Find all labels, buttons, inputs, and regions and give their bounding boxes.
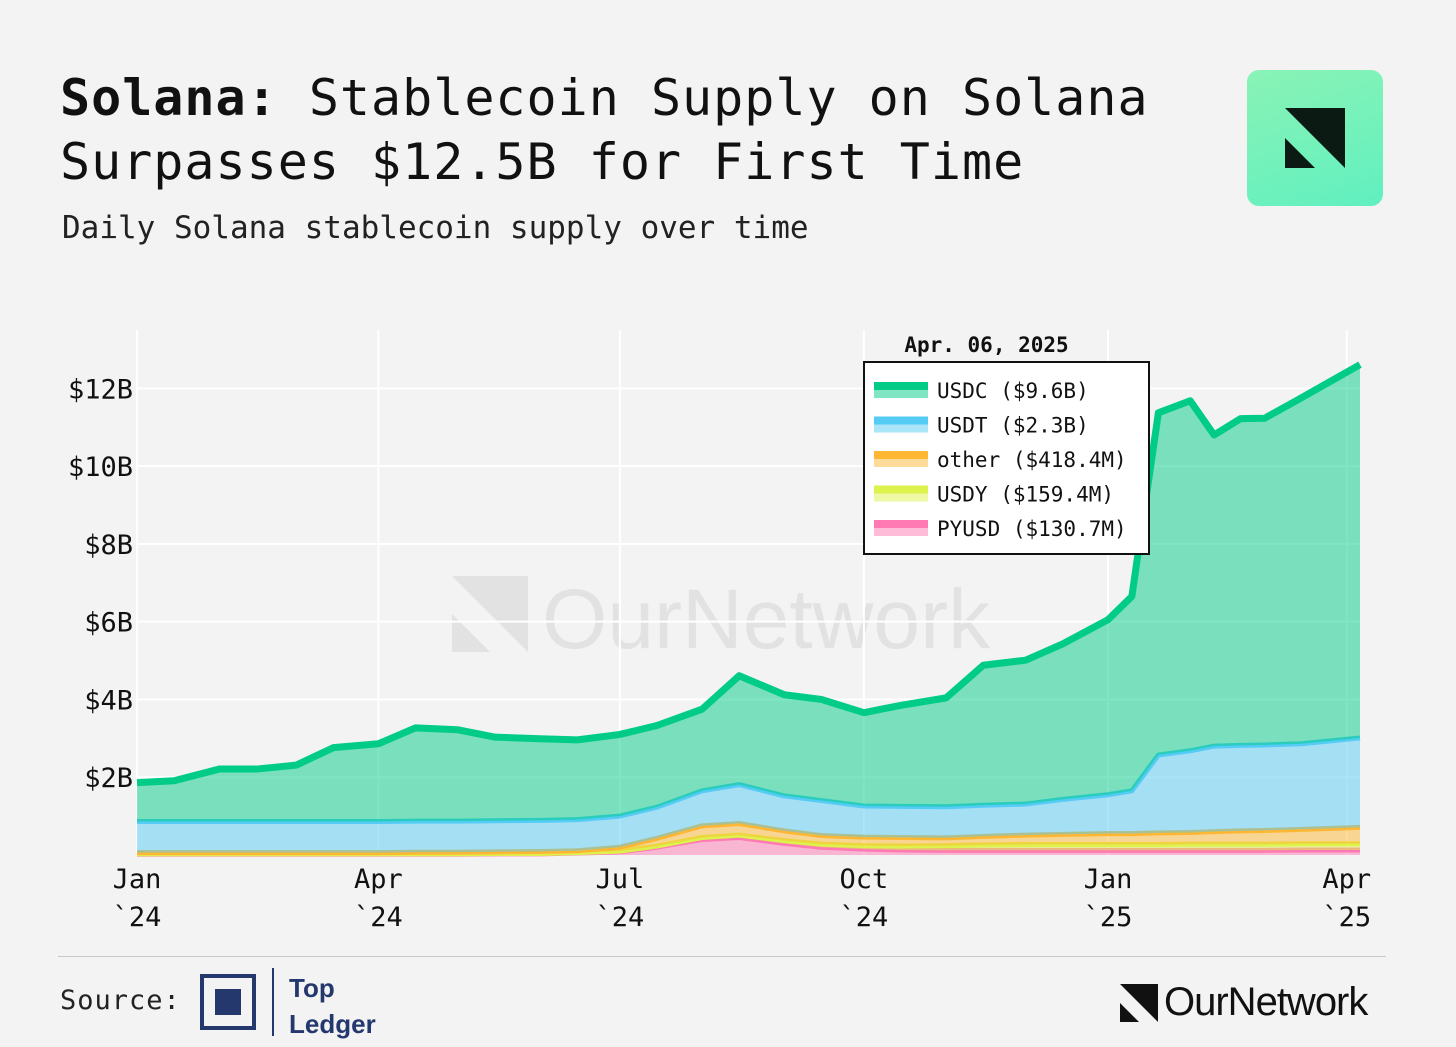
y-tick-label: $4B bbox=[84, 685, 133, 716]
title-bold: Solana: bbox=[60, 69, 278, 127]
legend-entry: USDT ($2.3B) bbox=[937, 414, 1089, 438]
legend-entry: other ($418.4M) bbox=[937, 448, 1127, 472]
topledger-logo-icon bbox=[200, 974, 256, 1030]
x-tick-label-year: `24 bbox=[840, 902, 889, 933]
legend-entry: USDC ($9.6B) bbox=[937, 379, 1089, 403]
y-tick-label: $12B bbox=[68, 374, 133, 405]
x-tick-label-year: `24 bbox=[113, 902, 162, 933]
watermark: OurNetwork bbox=[452, 572, 991, 666]
y-tick-label: $8B bbox=[84, 530, 133, 561]
area-usdc bbox=[137, 364, 1360, 822]
area-usdy bbox=[137, 835, 1360, 855]
y-tick-label: $2B bbox=[84, 763, 133, 794]
chart-areas bbox=[136, 361, 1362, 857]
y-tick-label: $10B bbox=[68, 452, 133, 483]
title-rest: Stablecoin Supply on Solana Surpasses $1… bbox=[60, 69, 1149, 191]
legend-swatch-line bbox=[874, 451, 928, 459]
x-axis-labels: Jan `24 Apr `24 Jul `24 Oct `24 Jan `25 Apr `25 bbox=[113, 864, 1372, 933]
x-tick-label: Jan bbox=[113, 864, 162, 895]
legend-swatch-fill bbox=[874, 528, 928, 536]
source-name-line2: Ledger bbox=[289, 1009, 376, 1039]
source-name-line1: Top bbox=[289, 973, 335, 1003]
watermark-text: OurNetwork bbox=[542, 572, 991, 666]
footer-brand: OurNetwork bbox=[1164, 980, 1368, 1024]
stablecoin-area-chart: OurNetwork $2B $4B $6B $8B $10B $12B Jan `24 Ap… bbox=[68, 330, 1372, 933]
legend-swatch-line bbox=[874, 416, 928, 425]
chart-legend: Apr. 06, 2025 USDC ($9.6B) USDT ($2.3B) oth… bbox=[863, 333, 1150, 555]
area-other bbox=[137, 823, 1360, 854]
area-usdt bbox=[137, 737, 1360, 853]
legend-entry: USDY ($159.4M) bbox=[937, 483, 1114, 507]
ournetwork-footer-icon bbox=[1120, 984, 1158, 1022]
x-tick-label-year: `25 bbox=[1322, 902, 1371, 933]
legend-swatch-line bbox=[874, 382, 928, 390]
page-title: Solana: Stablecoin Supply on Solana Surp… bbox=[60, 66, 1210, 194]
x-tick-label-year: `25 bbox=[1084, 902, 1133, 933]
x-tick-label: Apr bbox=[1322, 864, 1371, 895]
legend-swatch-fill bbox=[874, 459, 928, 467]
source-label: Source: bbox=[60, 985, 181, 1016]
x-tick-label: Jul bbox=[595, 864, 644, 895]
legend-title: Apr. 06, 2025 bbox=[904, 333, 1068, 357]
y-tick-label: $6B bbox=[84, 608, 133, 639]
legend-swatch-fill bbox=[874, 424, 928, 433]
source-name: Top Ledger bbox=[289, 970, 376, 1042]
legend-swatch-fill bbox=[874, 390, 928, 398]
line-usdc bbox=[136, 361, 1362, 787]
topledger-separator bbox=[272, 968, 274, 1036]
legend-entry: PYUSD ($130.7M) bbox=[937, 517, 1127, 541]
page-subtitle: Daily Solana stablecoin supply over time bbox=[62, 210, 809, 246]
footer-divider bbox=[58, 956, 1386, 957]
x-tick-label-year: `24 bbox=[595, 902, 644, 933]
x-tick-label: Oct bbox=[840, 864, 889, 895]
x-tick-label-year: `24 bbox=[354, 902, 403, 933]
ournetwork-logo-icon bbox=[1247, 70, 1383, 206]
x-tick-label: Apr bbox=[354, 864, 403, 895]
x-tick-label: Jan bbox=[1084, 864, 1133, 895]
y-axis-labels: $2B $4B $6B $8B $10B $12B bbox=[68, 374, 133, 794]
legend-swatch-fill bbox=[874, 493, 928, 502]
legend-swatch-line bbox=[874, 520, 928, 528]
legend-swatch-line bbox=[874, 485, 928, 494]
